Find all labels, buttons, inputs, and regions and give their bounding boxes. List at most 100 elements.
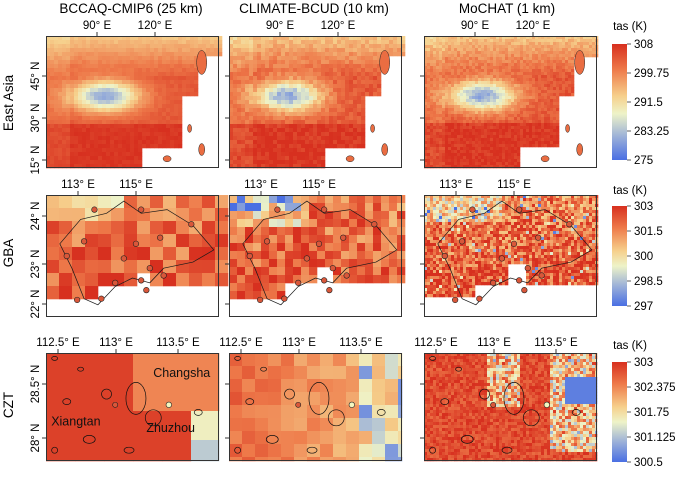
temperature-cell — [307, 366, 321, 380]
temperature-cell — [74, 100, 79, 105]
temperature-cell — [305, 120, 310, 125]
temperature-cell — [541, 45, 545, 49]
temperature-cell — [182, 68, 187, 73]
temperature-cell — [285, 56, 290, 61]
temperature-cell — [481, 96, 485, 100]
temperature-cell — [505, 105, 509, 109]
temperature-cell — [571, 39, 575, 43]
temperature-cell — [325, 219, 334, 228]
island-outline — [379, 50, 390, 75]
temperature-cell — [547, 75, 551, 79]
temperature-cell — [325, 235, 334, 244]
temperature-cell — [273, 112, 278, 117]
temperature-cell — [589, 51, 593, 55]
temperature-cell — [517, 78, 521, 82]
temperature-cell — [110, 92, 115, 97]
temperature-cell — [550, 111, 554, 115]
temperature-cell — [133, 440, 163, 462]
temperature-cell — [94, 72, 99, 77]
temperature-cell — [261, 68, 266, 73]
temperature-cell — [472, 63, 476, 67]
temperature-cell — [460, 102, 464, 106]
temperature-cell — [487, 72, 491, 76]
temperature-cell — [490, 126, 494, 130]
temperature-cell — [475, 87, 479, 91]
temperature-cell — [134, 44, 139, 49]
temperature-cell — [559, 87, 563, 91]
temperature-cell — [249, 68, 254, 73]
temperature-cell — [346, 418, 360, 432]
temperature-cell — [478, 114, 482, 118]
temperature-cell — [448, 162, 452, 166]
temperature-cell — [562, 42, 566, 46]
temperature-cell — [436, 150, 440, 154]
temperature-cell — [118, 64, 123, 69]
temperature-cell — [237, 100, 242, 105]
temperature-cell — [194, 56, 199, 61]
temperature-cell — [78, 116, 83, 121]
temperature-cell — [357, 259, 366, 268]
temperature-cell — [146, 72, 151, 77]
temperature-cell — [514, 93, 518, 97]
temperature-cell — [285, 116, 290, 121]
temperature-cell — [320, 431, 334, 445]
temperature-cell — [90, 72, 95, 77]
temperature-cell — [442, 156, 446, 160]
temperature-cell — [496, 132, 500, 136]
temperature-cell — [277, 148, 282, 153]
temperature-cell — [365, 40, 370, 45]
temperature-cell — [214, 48, 219, 53]
temperature-cell — [229, 164, 234, 169]
temperature-cell — [457, 84, 461, 88]
temperature-cell — [349, 100, 354, 105]
temperature-cell — [269, 80, 274, 85]
temperature-cell — [427, 153, 431, 157]
temperature-cell — [478, 144, 482, 148]
temperature-cell — [505, 78, 509, 82]
temperature-cell — [321, 64, 326, 69]
temperature-cell — [74, 144, 79, 149]
temperature-cell — [463, 66, 467, 70]
temperature-cell — [357, 124, 362, 129]
temperature-cell — [505, 132, 509, 136]
temperature-cell — [90, 64, 95, 69]
temperature-cell — [194, 60, 199, 65]
temperature-cell — [377, 72, 382, 77]
temperature-cell — [514, 90, 518, 94]
temperature-cell — [66, 96, 71, 101]
temperature-cell — [158, 76, 163, 81]
temperature-cell — [436, 111, 440, 115]
temperature-cell — [317, 152, 322, 157]
temperature-cell — [142, 60, 147, 65]
panel-frame — [229, 195, 402, 317]
temperature-cell — [553, 102, 557, 106]
temperature-cell — [54, 148, 59, 153]
temperature-cell — [439, 60, 443, 64]
temperature-cell — [535, 63, 539, 67]
temperature-cell — [309, 132, 314, 137]
temperature-cell — [478, 108, 482, 112]
temperature-cell — [448, 126, 452, 130]
temperature-cell — [472, 123, 476, 127]
temperature-cell — [523, 105, 527, 109]
temperature-cell — [517, 165, 521, 169]
temperature-cell — [86, 164, 91, 169]
temperature-cell — [102, 124, 107, 129]
temperature-cell — [257, 164, 262, 169]
temperature-cell — [424, 129, 428, 133]
temperature-cell — [359, 444, 373, 458]
temperature-cell — [454, 60, 458, 64]
temperature-cell — [58, 164, 63, 169]
temperature-cell — [110, 72, 115, 77]
temperature-cell — [94, 36, 99, 41]
temperature-cell — [134, 164, 139, 169]
temperature-cell — [490, 84, 494, 88]
temperature-cell — [442, 81, 446, 85]
temperature-cell — [472, 90, 476, 94]
temperature-cell — [490, 54, 494, 58]
temperature-cell — [463, 75, 467, 79]
temperature-cell — [499, 117, 503, 121]
temperature-cell — [538, 84, 542, 88]
temperature-cell — [50, 60, 55, 65]
city-label-xiangtan: Xiangtan — [51, 414, 100, 428]
